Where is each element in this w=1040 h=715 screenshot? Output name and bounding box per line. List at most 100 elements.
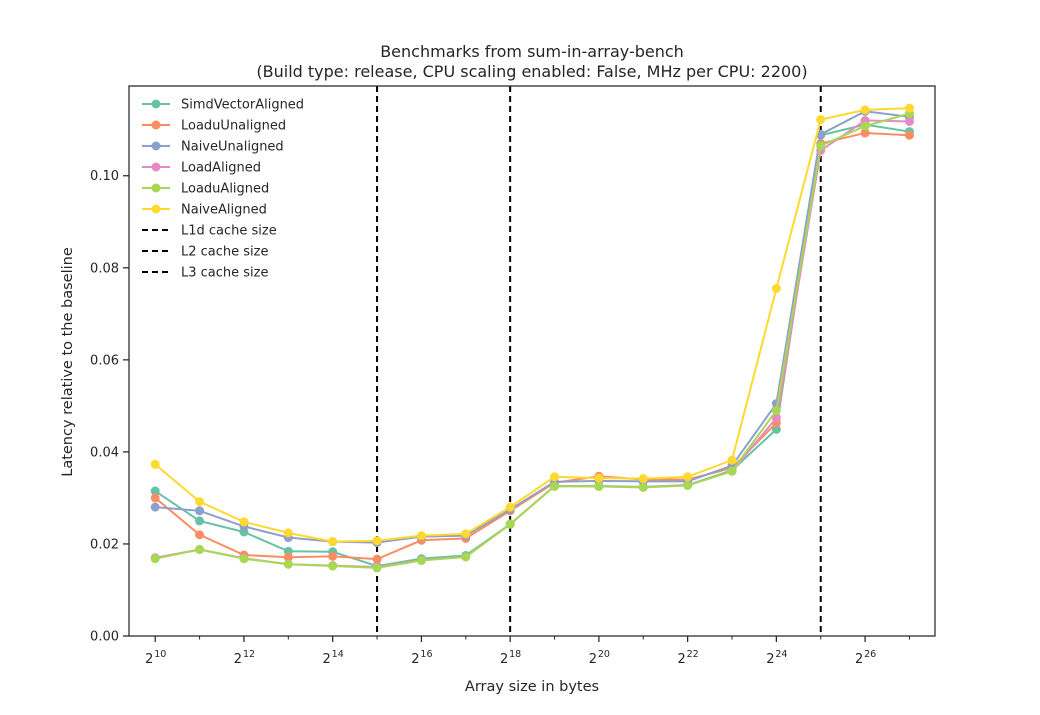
data-point-s5-7 — [461, 529, 471, 539]
x-tick-label-3: 2 — [411, 652, 419, 667]
data-point-s0-1 — [195, 516, 205, 526]
data-point-s2-0 — [150, 502, 160, 512]
series-line-5 — [154, 107, 910, 543]
data-point-s4-12 — [683, 480, 693, 490]
series-layer — [150, 103, 914, 573]
data-point-s5-4 — [328, 537, 338, 547]
legend-marker-3 — [151, 162, 161, 172]
legend-label-7: L2 cache size — [181, 245, 268, 260]
x-tick-exponent-2: 14 — [332, 649, 344, 660]
chart-subtitle: (Build type: release, CPU scaling enable… — [256, 62, 807, 81]
x-tick-label-5: 2 — [589, 652, 597, 667]
data-point-s1-1 — [195, 530, 205, 540]
data-point-s4-8 — [505, 519, 515, 529]
y-axis-label: Latency relative to the baseline — [60, 247, 76, 477]
data-point-s4-16 — [860, 121, 870, 131]
data-point-s5-5 — [372, 536, 382, 546]
data-point-s4-10 — [594, 481, 604, 491]
data-point-s5-14 — [771, 284, 781, 294]
legend-label-3: LoadAligned — [181, 161, 261, 176]
data-point-s1-17 — [904, 130, 914, 140]
legend-marker-5 — [151, 204, 161, 214]
data-point-s1-4 — [328, 551, 338, 561]
x-tick-exponent-8: 26 — [864, 649, 876, 660]
x-axis-label: Array size in bytes — [465, 679, 599, 695]
legend-label-4: LoaduAligned — [181, 182, 269, 197]
data-point-s4-15 — [816, 141, 826, 151]
y-tick-label-4: 0.08 — [90, 261, 119, 276]
data-point-s4-5 — [372, 563, 382, 573]
data-point-s5-1 — [195, 497, 205, 507]
data-point-s5-8 — [505, 502, 515, 512]
data-point-s3-17 — [904, 116, 914, 126]
data-point-s5-12 — [683, 472, 693, 482]
legend-marker-2 — [151, 141, 161, 151]
data-point-s4-4 — [328, 561, 338, 571]
plot-frame — [128, 85, 936, 637]
chart-title: Benchmarks from sum-in-array-bench — [380, 42, 684, 61]
axes-layer: 0.000.020.040.060.080.102 10 2 12 2 14 2 16 2 18 2… — [90, 85, 936, 667]
data-point-s4-6 — [416, 556, 426, 566]
data-point-s5-3 — [283, 528, 293, 538]
x-tick-exponent-7: 24 — [775, 649, 787, 660]
legend-marker-0 — [151, 99, 161, 109]
data-point-s5-9 — [550, 472, 560, 482]
y-tick-label-2: 0.04 — [90, 445, 119, 460]
y-tick-label-3: 0.06 — [90, 353, 119, 368]
x-tick-exponent-3: 16 — [420, 649, 432, 660]
data-point-s5-10 — [594, 473, 604, 483]
legend-label-2: NaiveUnaligned — [181, 140, 284, 155]
x-tick-exponent-5: 20 — [598, 649, 610, 660]
series-line-2 — [155, 110, 910, 544]
legend-label-6: L1d cache size — [181, 224, 277, 239]
x-tick-label-2: 2 — [323, 652, 331, 667]
data-point-s4-14 — [771, 405, 781, 415]
x-tick-label-1: 2 — [234, 652, 242, 667]
legend-marker-1 — [151, 120, 161, 130]
cache-lines-layer — [376, 86, 822, 636]
data-point-s2-1 — [195, 506, 205, 516]
data-point-s4-0 — [150, 554, 160, 564]
data-point-s5-16 — [860, 105, 870, 115]
data-point-s1-3 — [283, 552, 293, 562]
data-point-s5-15 — [816, 115, 826, 125]
x-tick-label-7: 2 — [766, 652, 774, 667]
legend-label-0: SimdVectorAligned — [181, 98, 304, 113]
data-point-s1-16 — [860, 128, 870, 138]
x-tick-exponent-4: 18 — [509, 649, 521, 660]
data-point-s5-0 — [150, 459, 160, 469]
legend-label-5: NaiveAligned — [181, 203, 267, 218]
data-point-s5-11 — [638, 474, 648, 484]
y-tick-label-0: 0.00 — [90, 630, 119, 645]
data-point-s5-13 — [727, 455, 737, 465]
series-line-4 — [154, 112, 910, 569]
data-point-s4-9 — [550, 481, 560, 491]
data-point-s4-1 — [195, 544, 205, 554]
data-point-s5-2 — [239, 517, 249, 527]
x-tick-label-4: 2 — [500, 652, 508, 667]
legend-label-1: LoaduUnaligned — [181, 119, 286, 134]
data-point-s4-7 — [461, 552, 471, 562]
x-tick-exponent-6: 22 — [687, 649, 699, 660]
data-point-s4-13 — [727, 466, 737, 476]
data-point-s1-0 — [150, 493, 160, 503]
data-point-s0-14 — [771, 424, 781, 434]
data-point-s4-2 — [239, 554, 249, 564]
legend-label-8: L3 cache size — [181, 266, 268, 281]
y-tick-label-5: 0.10 — [90, 169, 119, 184]
x-tick-label-0: 2 — [145, 652, 153, 667]
legend-marker-4 — [151, 183, 161, 193]
data-point-s4-3 — [283, 559, 293, 569]
x-tick-label-6: 2 — [677, 652, 685, 667]
data-point-s5-6 — [416, 531, 426, 541]
data-point-s0-0 — [150, 486, 160, 496]
data-point-s5-17 — [904, 103, 914, 113]
y-tick-label-1: 0.02 — [90, 537, 119, 552]
data-point-s4-11 — [638, 482, 648, 492]
legend: SimdVectorAligned LoaduUnaligned NaiveUnal… — [142, 98, 304, 281]
x-tick-exponent-1: 12 — [243, 649, 255, 660]
x-tick-exponent-0: 10 — [154, 649, 166, 660]
x-tick-label-8: 2 — [855, 652, 863, 667]
data-point-s3-14 — [771, 413, 781, 423]
